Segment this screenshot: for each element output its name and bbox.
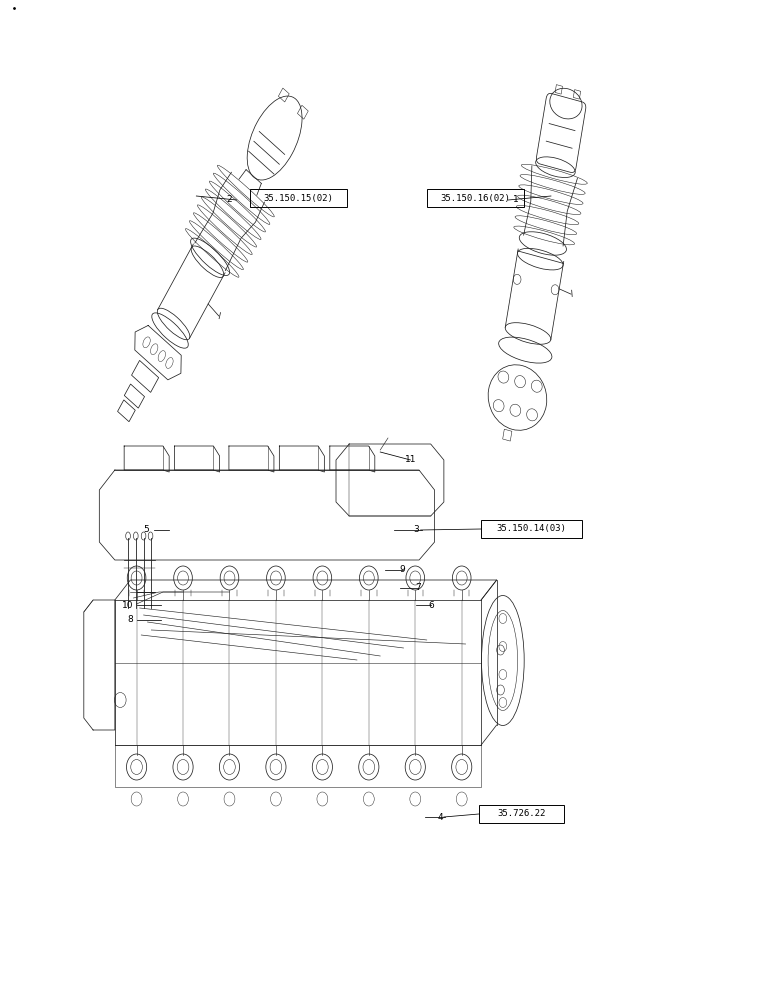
Text: 6: 6 <box>428 600 435 609</box>
Text: 2: 2 <box>226 196 232 205</box>
Text: 35.150.15(02): 35.150.15(02) <box>263 194 334 202</box>
Text: 1: 1 <box>513 196 519 205</box>
Text: 5: 5 <box>143 526 149 534</box>
Bar <box>279 88 289 102</box>
Bar <box>555 85 563 94</box>
Text: 11: 11 <box>405 456 416 464</box>
Bar <box>503 429 512 441</box>
Text: 35.150.16(02): 35.150.16(02) <box>440 194 511 202</box>
Text: 10: 10 <box>122 600 133 609</box>
Bar <box>124 384 144 408</box>
Bar <box>118 400 135 422</box>
Text: 35.726.22: 35.726.22 <box>497 810 546 818</box>
Bar <box>427 189 524 207</box>
Text: 7: 7 <box>415 584 421 592</box>
Bar <box>297 105 308 119</box>
Bar <box>250 189 347 207</box>
Bar <box>481 520 582 538</box>
Text: 8: 8 <box>128 615 133 624</box>
Bar <box>573 90 580 99</box>
Text: 35.150.14(03): 35.150.14(03) <box>497 524 566 533</box>
Bar <box>479 805 564 823</box>
Text: 9: 9 <box>400 566 406 574</box>
Text: 3: 3 <box>413 526 419 534</box>
Bar <box>132 360 158 392</box>
Text: 4: 4 <box>438 812 444 822</box>
